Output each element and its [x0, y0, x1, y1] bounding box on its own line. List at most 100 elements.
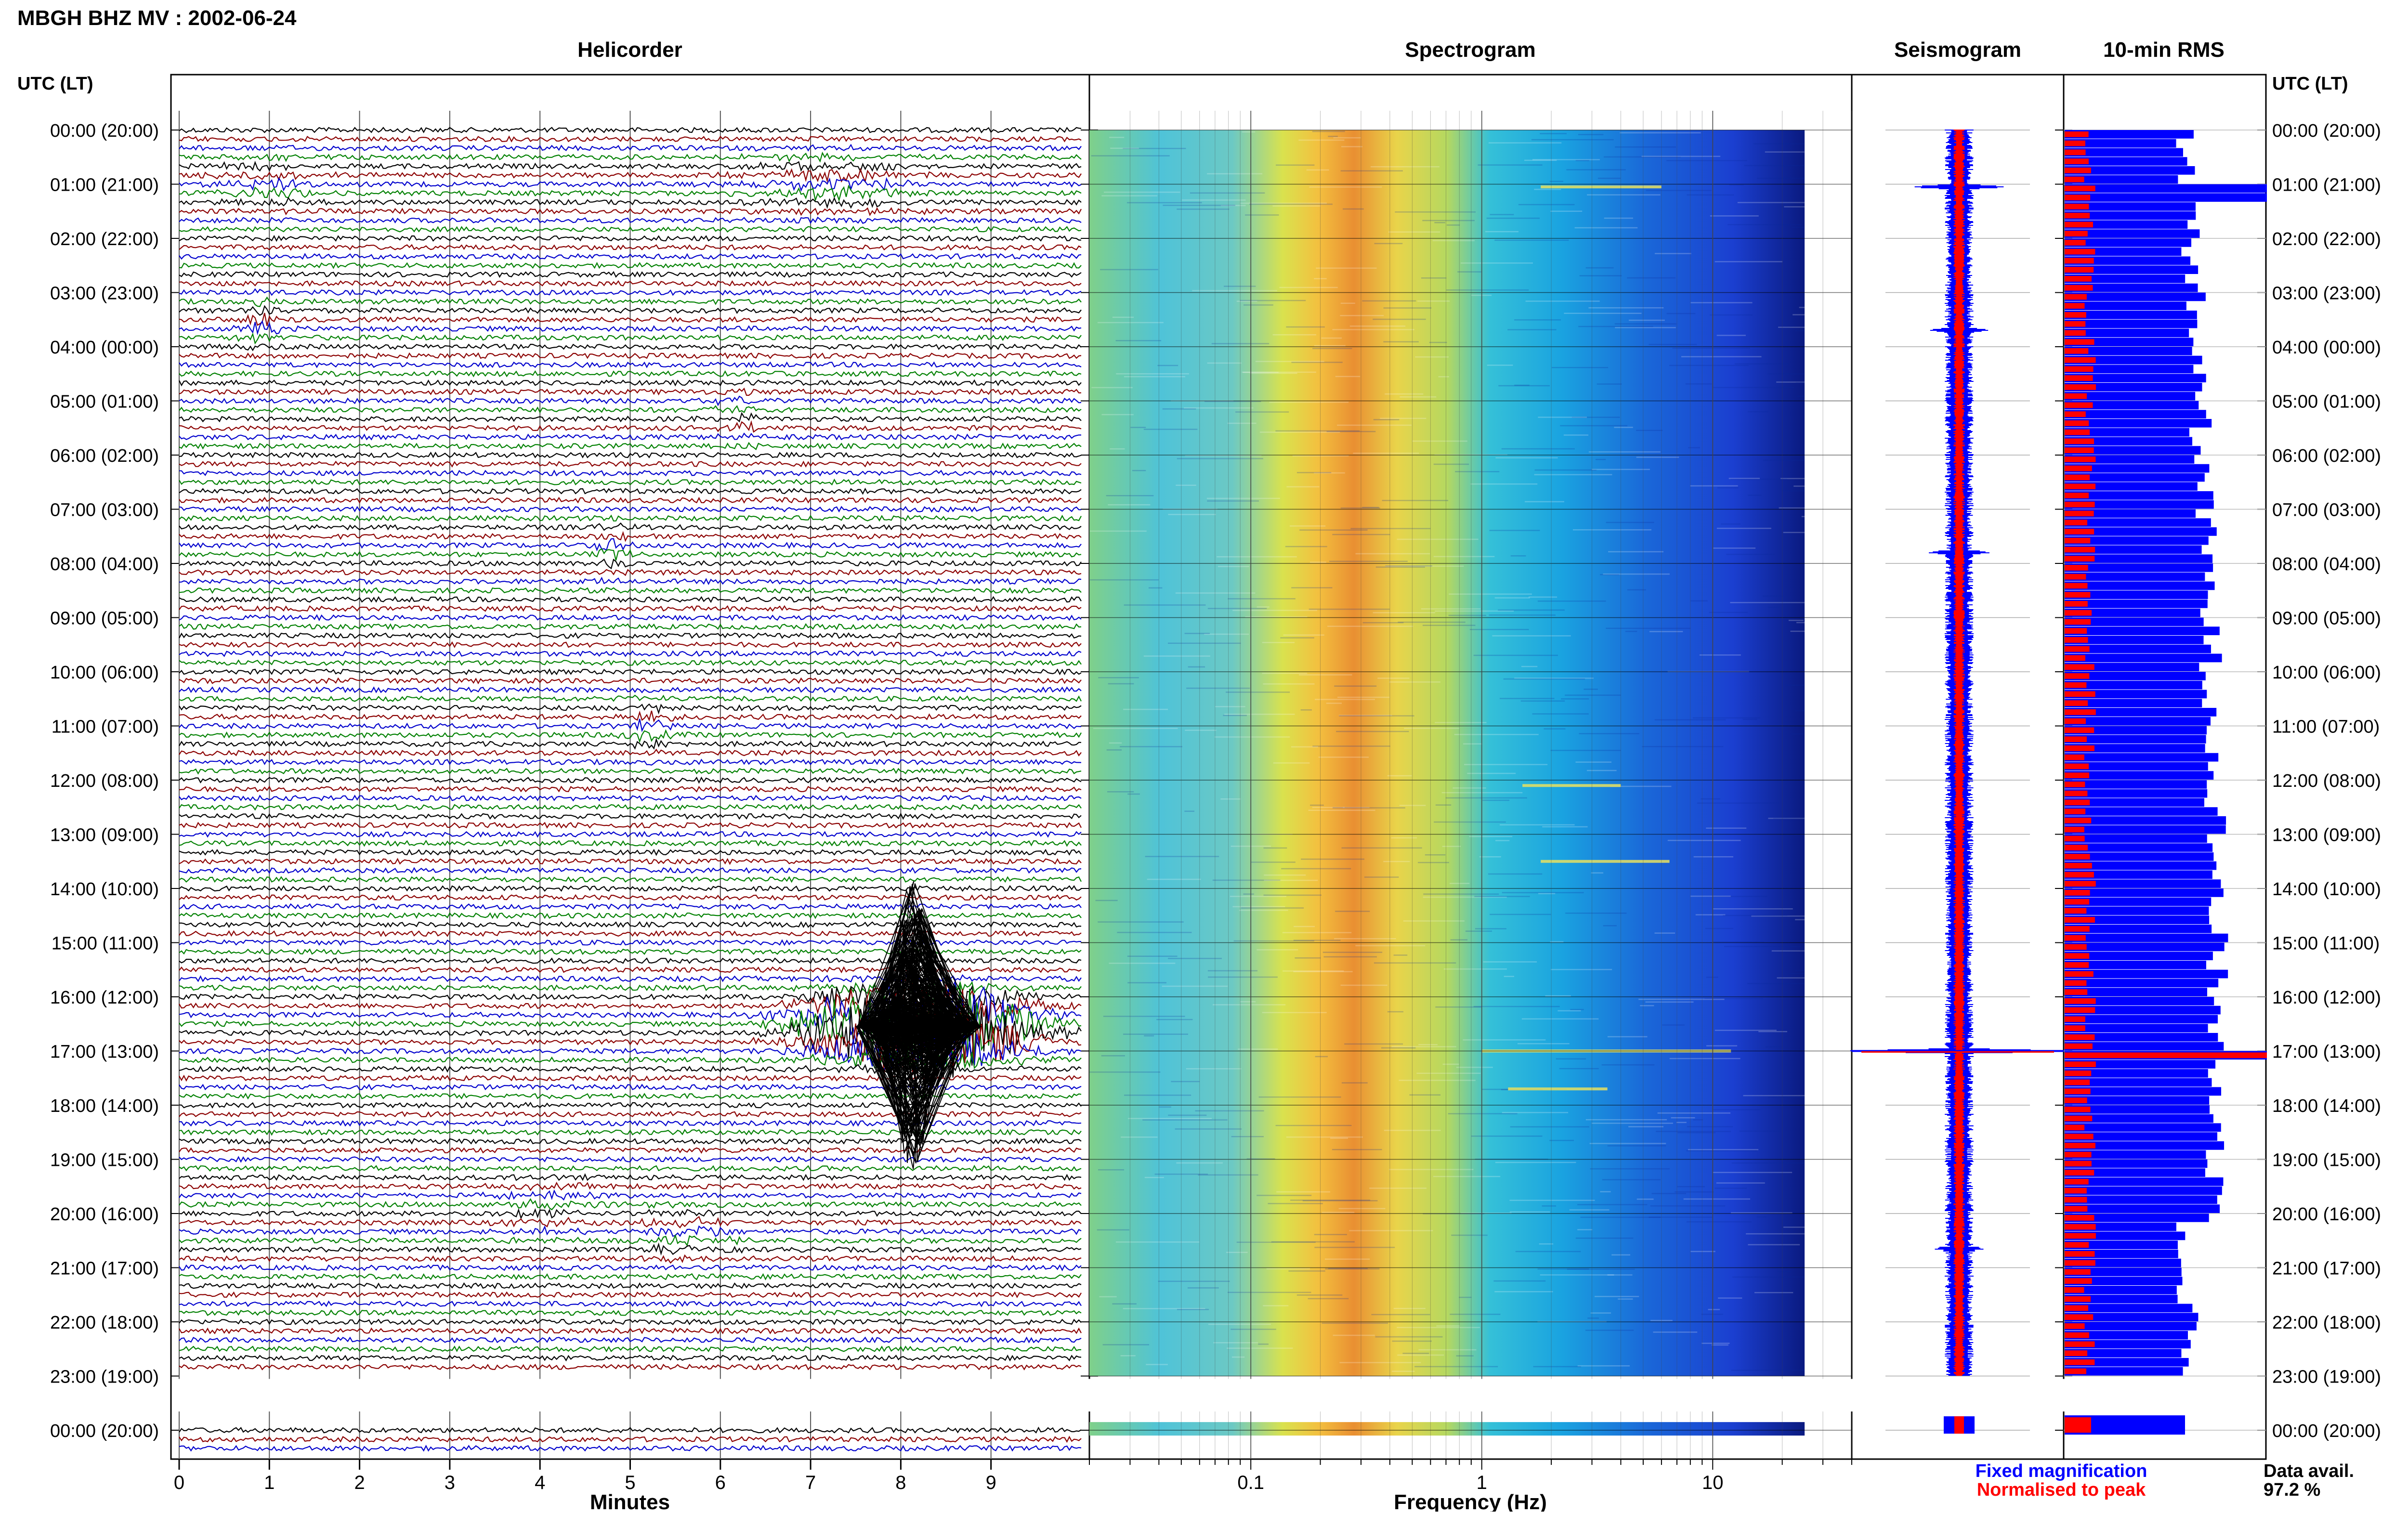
helicorder-trace: [179, 831, 1082, 838]
rms-normalised-bar: [2065, 321, 2086, 327]
spectrogram-texture: [1093, 728, 1178, 729]
spectrogram-texture: [1355, 945, 1426, 947]
spectrogram-texture: [1765, 151, 1805, 153]
rms-fixed-bar: [2065, 1214, 2209, 1222]
spectrogram-texture: [1375, 1336, 1443, 1338]
spectrogram-texture: [1510, 555, 1526, 557]
helicorder-trace: [179, 168, 1082, 183]
time-label-right: 22:00 (18:00): [2272, 1313, 2381, 1333]
spectrogram-texture: [1316, 267, 1377, 269]
spectrogram-texture: [1312, 807, 1345, 809]
spectrogram-texture: [1188, 666, 1205, 668]
spectrogram-texture: [1388, 1169, 1474, 1170]
helicorder-trace: [179, 184, 1082, 202]
helicorder-trace: [179, 160, 1082, 173]
spectrogram-texture: [1604, 156, 1681, 158]
spectrogram-texture: [1603, 925, 1617, 927]
rms-fixed-bar: [2065, 672, 2206, 680]
spectrogram-texture: [1115, 340, 1162, 341]
spectrogram-texture: [1567, 1268, 1635, 1270]
spectrogram-texture: [1498, 385, 1550, 387]
spectrogram-texture: [1628, 1126, 1663, 1127]
rms-fixed-bar: [2065, 220, 2188, 229]
spectrogram-texture: [1364, 876, 1399, 878]
rms-normalised-bar: [2065, 971, 2094, 977]
rms-normalised-bar: [2065, 176, 2084, 183]
spectrogram-texture: [1120, 1355, 1136, 1357]
rms-normalised-bar: [2065, 457, 2096, 462]
spectrogram-texture: [1795, 919, 1805, 921]
spectrogram-texture: [1175, 592, 1256, 594]
rms-fixed-bar: [2065, 283, 2198, 292]
spectrogram-texture: [1793, 314, 1805, 315]
spectrogram-texture: [1286, 486, 1320, 488]
helicorder-trace: [179, 343, 1082, 352]
spectrogram-texture: [1758, 1031, 1787, 1032]
spectrogram-texture: [1597, 383, 1622, 385]
rms-fixed-bar: [2065, 680, 2202, 690]
spectrogram-texture: [1310, 561, 1326, 563]
spectrogram-texture: [1788, 620, 1804, 621]
spectrogram-texture: [1355, 553, 1430, 555]
spectrogram-texture: [1773, 818, 1805, 820]
time-label-right: 05:00 (01:00): [2272, 392, 2381, 412]
rms-normalised-bar: [2065, 845, 2088, 850]
spectrogram-texture: [1339, 715, 1414, 717]
rms-fixed-bar: [2065, 1204, 2220, 1213]
spectrogram-texture: [1687, 1126, 1733, 1128]
spectrogram-texture: [1332, 329, 1414, 330]
rms-fixed-bar: [2065, 455, 2195, 464]
rms-fixed-bar: [2065, 328, 2189, 338]
spectrogram-texture: [1748, 1244, 1800, 1246]
helicorder-trace: [179, 1336, 1082, 1344]
spectrogram-texture: [1615, 327, 1676, 328]
rms-fixed-bar: [2065, 1304, 2193, 1313]
rms-fixed-bar: [2065, 879, 2221, 888]
rms-normalised-bar: [2065, 962, 2089, 968]
spectrogram-texture: [1286, 326, 1325, 328]
rms-fixed-bar: [2065, 663, 2199, 671]
spectrogram-texture: [1587, 194, 1661, 196]
helicorder-trace: [179, 288, 1082, 296]
spectrogram-texture: [1641, 156, 1721, 157]
rms-fixed-bar: [2065, 1105, 2210, 1114]
spectrogram-texture: [1168, 958, 1222, 959]
spectrogram-texture: [1578, 134, 1604, 135]
spectrogram-texture: [1211, 343, 1269, 344]
helicorder-trace: [179, 795, 1082, 802]
spectrogram-texture: [1607, 1145, 1666, 1147]
spectrogram-texture: [1167, 642, 1241, 644]
spectrogram-texture: [1646, 190, 1712, 191]
rms-fixed-bar: [2065, 581, 2215, 590]
helicorder-trace: [179, 196, 1082, 209]
helicorder-trace: [179, 370, 1082, 378]
rms-fixed-bar: [2065, 626, 2220, 635]
spectrogram-texture: [1779, 507, 1805, 509]
spectrogram-texture: [1116, 373, 1189, 375]
spectrogram-texture: [1124, 1095, 1191, 1096]
spectrogram-field-tail: [1089, 1422, 1805, 1436]
rms-normalised-bar: [2065, 1043, 2093, 1049]
rms-fixed-bar: [2065, 897, 2212, 906]
spectrogram-texture: [1654, 719, 1726, 721]
spectrogram-texture: [1451, 1234, 1488, 1236]
spectrogram-texture: [1130, 427, 1146, 428]
spectrogram-texture: [1409, 1094, 1441, 1096]
spectrogram-texture: [1243, 304, 1273, 306]
time-label-right: 16:00 (12:00): [2272, 988, 2381, 1008]
spectrogram-texture: [1156, 1018, 1193, 1020]
time-label-left: 00:00 (20:00): [50, 121, 159, 141]
rms-fixed-bar: [2065, 319, 2198, 328]
spectrogram-texture: [1620, 132, 1701, 133]
spectrogram-plot: 0.1 1 10: [1089, 111, 1852, 1493]
spectrogram-texture: [1264, 879, 1318, 881]
rms-normalised-bar: [2065, 754, 2084, 760]
spectrogram-texture: [1467, 772, 1516, 774]
spectrogram-texture: [1391, 1370, 1415, 1372]
rms-fixed-bar: [2065, 428, 2189, 437]
helicorder-trace: [179, 320, 1082, 336]
spectrogram-texture: [1162, 408, 1196, 410]
spectrogram-texture: [1207, 500, 1259, 502]
rms-normalised-bar: [2065, 881, 2096, 887]
helicorder-trace: [179, 470, 1082, 477]
